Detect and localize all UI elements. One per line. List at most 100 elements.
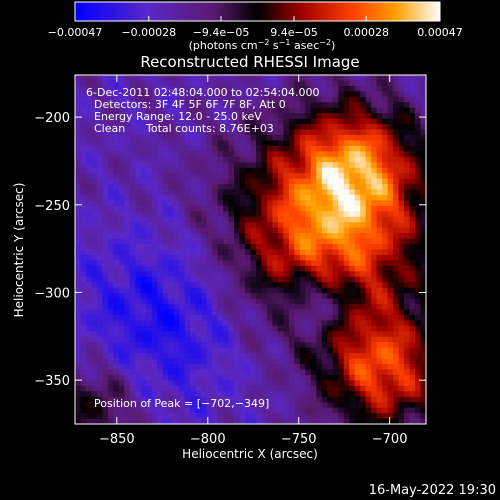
intensity-pixel — [151, 200, 158, 207]
intensity-pixel — [223, 265, 230, 272]
intensity-pixel — [299, 244, 306, 251]
intensity-pixel — [234, 85, 241, 92]
intensity-pixel — [321, 216, 328, 223]
intensity-pixel — [288, 369, 295, 376]
intensity-pixel — [327, 184, 334, 191]
intensity-pixel — [146, 75, 153, 82]
intensity-pixel — [354, 189, 361, 196]
intensity-pixel — [190, 391, 197, 398]
intensity-pixel — [272, 396, 279, 403]
intensity-pixel — [195, 298, 202, 305]
intensity-pixel — [91, 407, 98, 414]
intensity-pixel — [250, 145, 257, 152]
intensity-pixel — [146, 314, 153, 321]
intensity-pixel — [294, 325, 301, 332]
intensity-pixel — [387, 200, 394, 207]
intensity-pixel — [327, 91, 334, 98]
intensity-pixel — [294, 205, 301, 212]
intensity-pixel — [404, 140, 411, 147]
intensity-pixel — [179, 233, 186, 240]
intensity-pixel — [382, 287, 389, 294]
intensity-pixel — [404, 91, 411, 98]
intensity-pixel — [206, 320, 213, 327]
intensity-pixel — [206, 331, 213, 338]
intensity-pixel — [250, 184, 257, 191]
intensity-pixel — [245, 249, 252, 256]
intensity-pixel — [223, 298, 230, 305]
intensity-pixel — [135, 254, 142, 261]
intensity-pixel — [360, 413, 367, 420]
intensity-pixel — [409, 151, 416, 158]
intensity-pixel — [245, 91, 252, 98]
intensity-pixel — [212, 402, 219, 409]
intensity-pixel — [365, 173, 372, 180]
intensity-pixel — [228, 309, 235, 316]
intensity-pixel — [332, 75, 339, 82]
intensity-pixel — [272, 211, 279, 218]
intensity-pixel — [184, 374, 191, 381]
intensity-pixel — [294, 407, 301, 414]
intensity-pixel — [173, 140, 180, 147]
intensity-pixel — [239, 96, 246, 103]
intensity-pixel — [129, 369, 136, 376]
intensity-pixel — [294, 244, 301, 251]
intensity-pixel — [266, 145, 274, 152]
intensity-pixel — [75, 200, 82, 207]
intensity-pixel — [404, 233, 411, 240]
intensity-pixel — [354, 178, 361, 185]
intensity-pixel — [151, 314, 158, 321]
intensity-pixel — [157, 353, 164, 360]
intensity-pixel — [409, 216, 416, 223]
intensity-pixel — [272, 91, 279, 98]
intensity-pixel — [190, 129, 197, 136]
intensity-pixel — [157, 162, 164, 169]
intensity-pixel — [234, 304, 241, 311]
intensity-pixel — [85, 85, 93, 92]
intensity-pixel — [250, 298, 257, 305]
intensity-pixel — [146, 271, 153, 278]
intensity-pixel — [195, 238, 202, 245]
intensity-pixel — [316, 216, 323, 223]
intensity-pixel — [146, 304, 153, 311]
intensity-pixel — [80, 254, 87, 261]
intensity-pixel — [360, 298, 367, 305]
intensity-pixel — [184, 342, 191, 349]
intensity-pixel — [140, 134, 147, 142]
intensity-pixel — [217, 167, 224, 174]
intensity-pixel — [266, 129, 274, 136]
intensity-pixel — [371, 336, 378, 343]
intensity-pixel — [321, 129, 328, 136]
intensity-pixel — [146, 347, 153, 354]
intensity-pixel — [376, 418, 383, 424]
intensity-pixel — [80, 358, 87, 365]
intensity-pixel — [376, 238, 383, 245]
intensity-pixel — [146, 407, 153, 414]
intensity-pixel — [332, 369, 339, 376]
intensity-pixel — [75, 178, 82, 185]
intensity-pixel — [327, 249, 334, 256]
intensity-pixel — [371, 96, 378, 103]
intensity-pixel — [316, 282, 323, 289]
intensity-pixel — [234, 342, 241, 349]
intensity-pixel — [195, 75, 202, 82]
intensity-pixel — [206, 124, 213, 131]
intensity-pixel — [332, 391, 339, 398]
intensity-pixel — [327, 216, 334, 223]
intensity-pixel — [382, 173, 389, 180]
intensity-pixel — [179, 118, 186, 125]
intensity-pixel — [140, 156, 147, 163]
intensity-pixel — [387, 151, 394, 158]
intensity-pixel — [387, 347, 394, 354]
intensity-pixel — [327, 364, 334, 371]
intensity-pixel — [409, 309, 416, 316]
intensity-pixel — [272, 320, 279, 327]
intensity-pixel — [255, 244, 263, 251]
intensity-pixel — [201, 205, 208, 212]
intensity-pixel — [338, 249, 345, 256]
intensity-pixel — [343, 75, 350, 82]
intensity-pixel — [201, 276, 208, 283]
intensity-pixel — [255, 342, 263, 349]
intensity-pixel — [190, 134, 197, 142]
intensity-pixel — [91, 282, 98, 289]
intensity-pixel — [360, 205, 367, 212]
